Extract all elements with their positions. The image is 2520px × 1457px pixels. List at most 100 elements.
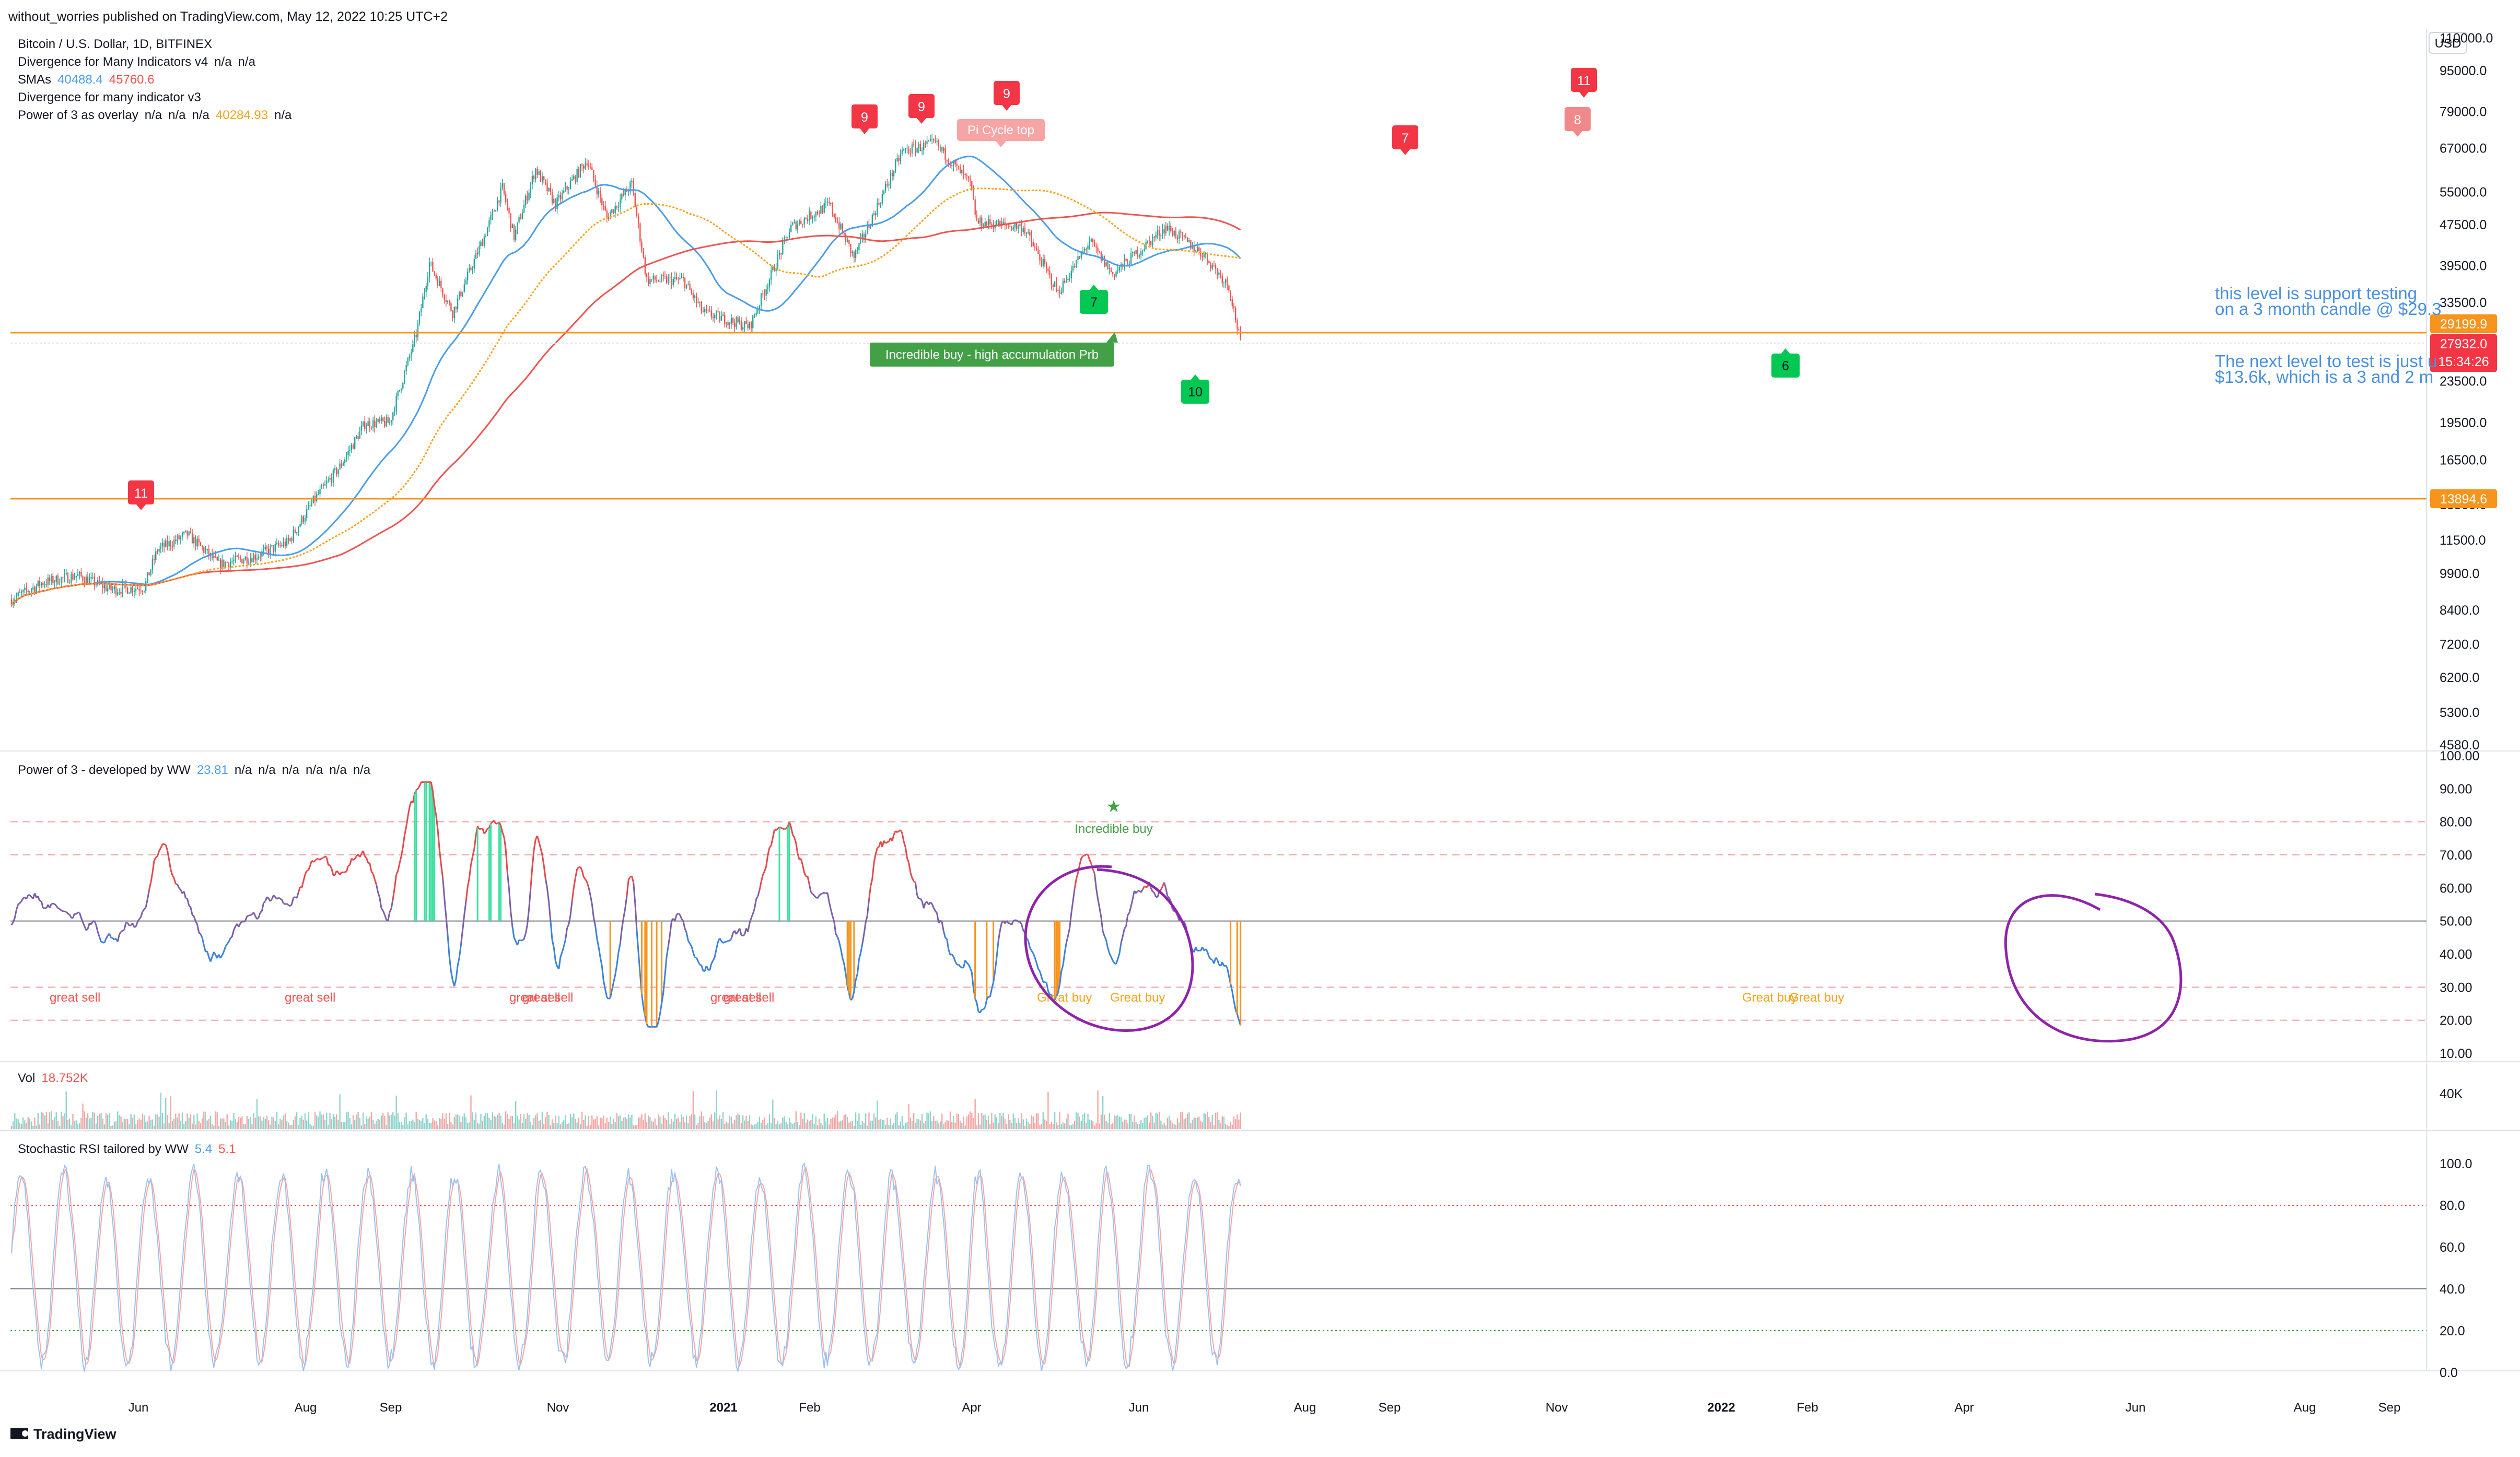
tradingview-logo: TradingView (10, 1426, 117, 1442)
stoch-axis[interactable]: 100.080.060.040.020.00.0 (2440, 1157, 2472, 1380)
power3-segment (171, 875, 175, 879)
power3-segment (1047, 990, 1051, 995)
power3-segment (150, 873, 154, 883)
volume-bar (626, 1119, 628, 1129)
power3-segment (434, 805, 437, 816)
candle (356, 434, 357, 439)
power3-segment (281, 899, 285, 904)
volume-bar (885, 1124, 886, 1129)
power3-segment (505, 849, 508, 873)
power3-segment (95, 924, 99, 932)
volume-bar (836, 1111, 838, 1129)
volume-bar (476, 1123, 479, 1129)
volume-bar (1135, 1122, 1137, 1129)
volume-bar (966, 1116, 967, 1129)
candle (1170, 222, 1172, 233)
power3-segment (379, 897, 382, 909)
candle (362, 421, 364, 427)
power3-segment (986, 996, 989, 1000)
price-axis[interactable]: 110000.095000.079000.067000.055000.04750… (2440, 31, 2493, 753)
candle (1210, 261, 1211, 272)
volume-bar (925, 1121, 926, 1129)
panel-frame (0, 29, 2520, 1371)
volume-bar (364, 1123, 366, 1129)
candle (1144, 244, 1145, 252)
volume-bar (737, 1113, 739, 1129)
volume-bar (691, 1114, 692, 1129)
candle (593, 170, 594, 182)
vol-axis-tick[interactable]: 40K (2440, 1087, 2463, 1101)
candle (135, 585, 137, 595)
currency-button[interactable]: USD (2429, 32, 2467, 54)
candle (971, 181, 973, 191)
power3-segment (967, 964, 971, 968)
annotation-next-2: $13.6k, which is a 3 and 2 m (2215, 367, 2433, 386)
power3-segment (438, 849, 442, 864)
candle (909, 148, 912, 157)
candle (704, 306, 706, 317)
volume-bar (1002, 1112, 1004, 1129)
candle (669, 274, 671, 283)
volume-bar (591, 1115, 593, 1129)
volume-bar (515, 1101, 517, 1129)
volume-bar (95, 1123, 97, 1129)
volume-bar (730, 1117, 732, 1129)
volume-bar (543, 1123, 545, 1129)
candle (672, 277, 674, 288)
candle (928, 139, 929, 142)
volume-bar (445, 1113, 447, 1129)
volume-bar (613, 1119, 614, 1129)
power3-segment (760, 875, 764, 883)
volume-bar (135, 1124, 137, 1129)
volume-bar (561, 1122, 563, 1129)
volume-bar (244, 1124, 246, 1129)
candle (1066, 275, 1067, 283)
candle (359, 427, 360, 440)
candle (357, 432, 359, 441)
power3-segment (1160, 886, 1163, 890)
candle (974, 195, 976, 218)
volume-bar (588, 1115, 590, 1129)
power3-segment (1067, 927, 1071, 936)
power3-segment (908, 862, 912, 873)
incredible-buy-label: Incredible buy - high accumulation Prb (870, 332, 1118, 367)
volume-bar (765, 1125, 767, 1129)
volume-bar (125, 1119, 127, 1129)
candle (768, 278, 771, 292)
power3-segment (701, 965, 704, 971)
candle (1134, 251, 1135, 256)
power3-segment (417, 785, 421, 790)
volume-bar (410, 1121, 412, 1129)
volume-bar (193, 1115, 195, 1129)
power3-segment (1165, 888, 1169, 897)
candle (548, 187, 550, 192)
time-axis[interactable]: Jun Aug Sep Nov 2021 Feb Apr Jun Aug Sep Nov 2022 Fe… (129, 1401, 2401, 1415)
volume-bar (1147, 1115, 1149, 1129)
candle (417, 320, 419, 341)
candle (923, 139, 925, 155)
volume-bar (1192, 1120, 1193, 1129)
volume-bar (1122, 1122, 1124, 1129)
candle (961, 169, 963, 176)
candle (637, 213, 639, 229)
power3-axis[interactable]: 100.0090.0080.0070.0060.0050.0040.0030.0… (2440, 749, 2479, 1061)
volume-bar (377, 1119, 379, 1129)
buy-marker: 6 (1771, 348, 1800, 378)
volume-bar (726, 1121, 727, 1129)
volume-bar (511, 1115, 514, 1129)
volume-bar (833, 1117, 835, 1129)
volume-bar (808, 1121, 810, 1129)
candle (260, 551, 261, 562)
volume-bar (1190, 1123, 1192, 1129)
volume-bar (830, 1119, 832, 1129)
power3-segment (579, 866, 583, 871)
candle (1238, 326, 1240, 331)
candle (59, 578, 61, 586)
volume-bar (1041, 1123, 1042, 1129)
volume-bar (22, 1117, 24, 1129)
volume-bar (1112, 1123, 1114, 1129)
candle (977, 218, 979, 225)
power3-segment (964, 960, 968, 964)
